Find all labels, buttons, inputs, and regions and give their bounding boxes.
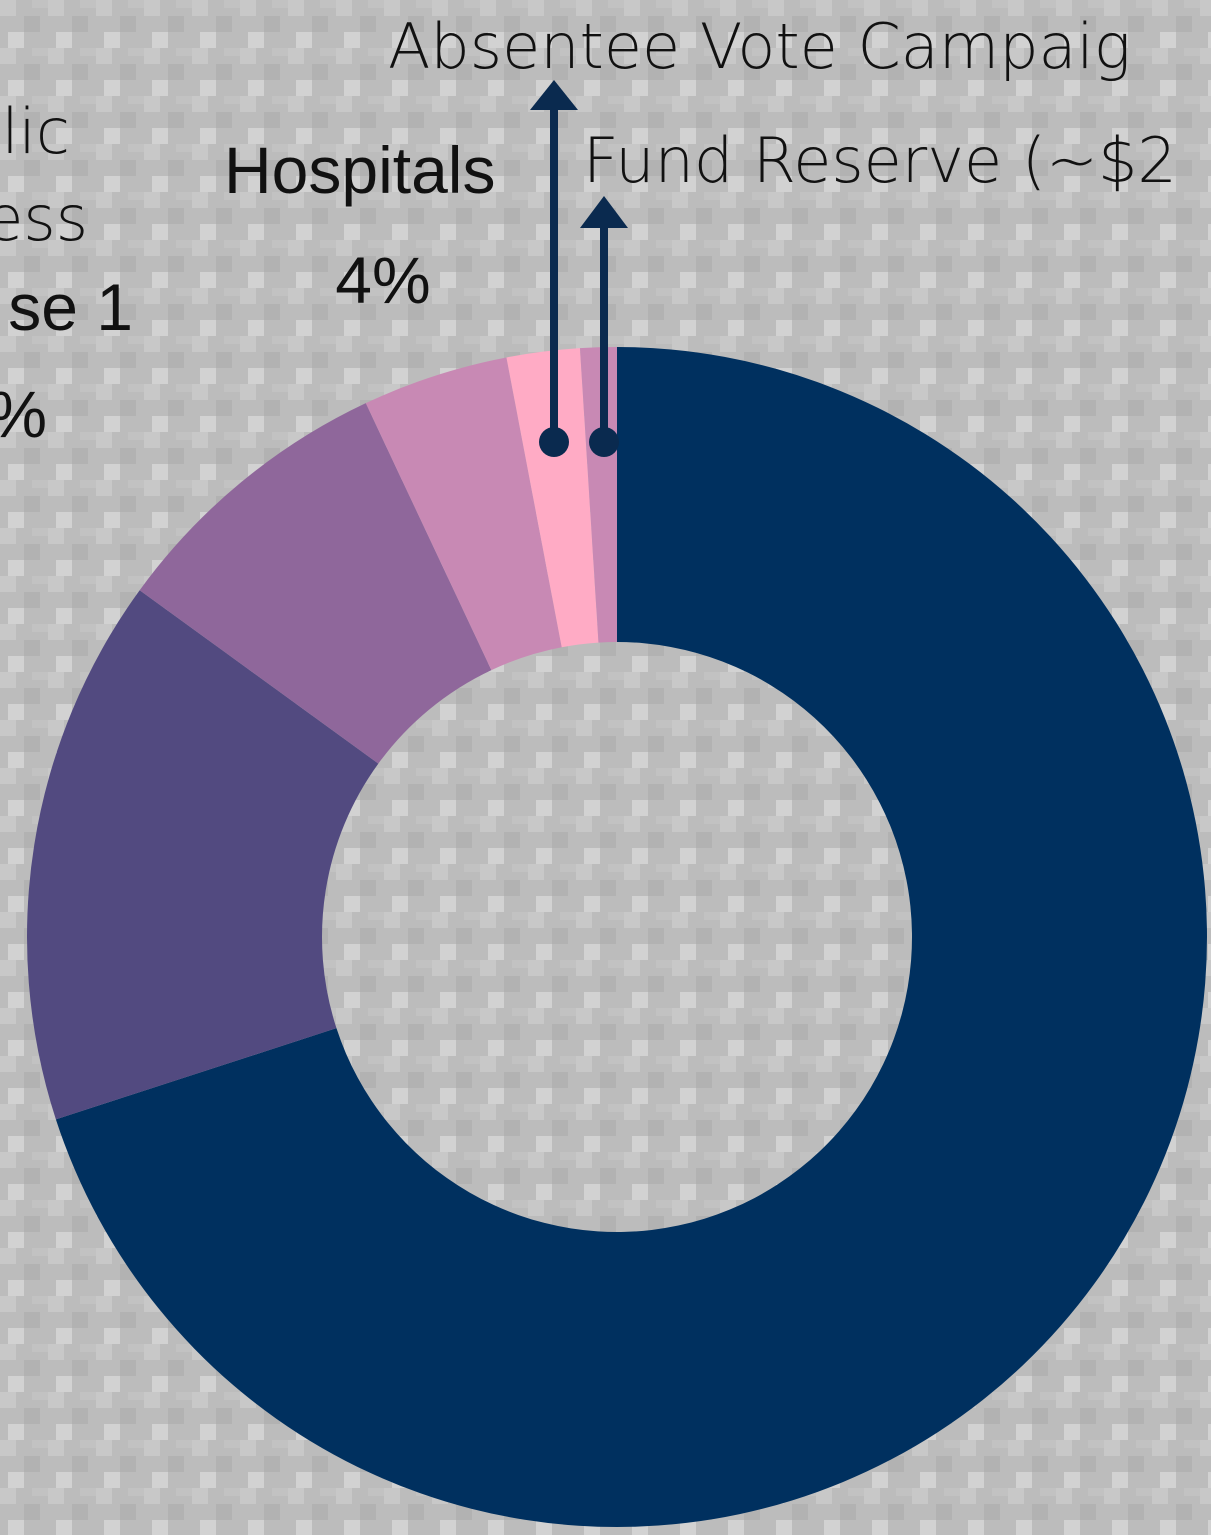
slice [55,347,1207,1527]
slice-label: Hospitals [224,133,495,207]
annotation: ess [0,182,88,255]
donut [27,347,1207,1527]
annotation: se 1 [8,270,133,344]
leader-arrows [530,80,628,457]
slice [506,348,599,648]
annotation: lic [1,95,70,168]
slice [139,403,492,764]
slice [27,590,379,1120]
slice-label: Fund Reserve (~$2 [583,124,1177,197]
value-label: 4% [335,243,430,317]
annotation: % [0,377,47,451]
slice-label: Absentee Vote Campaig [388,10,1131,83]
slice [365,357,562,671]
